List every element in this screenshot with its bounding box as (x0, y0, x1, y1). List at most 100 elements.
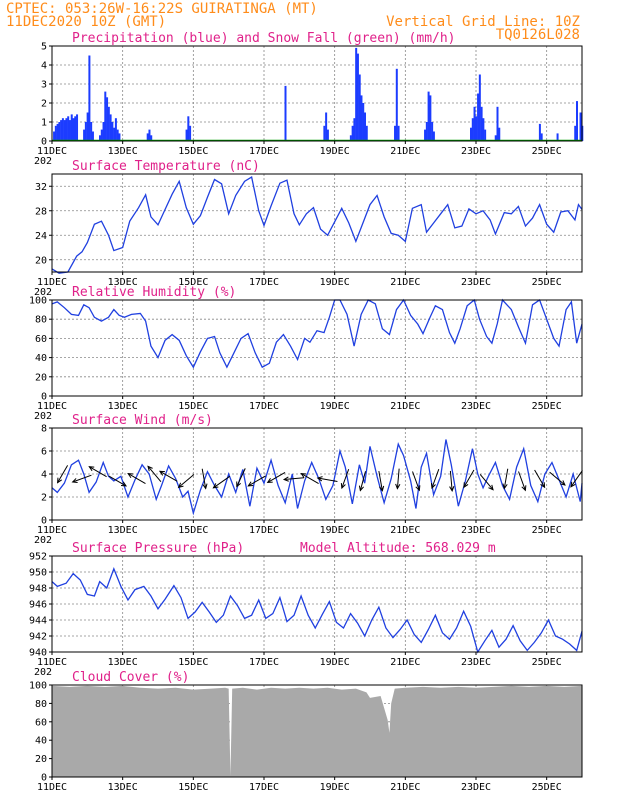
pressure-ytick-0: 940 (29, 648, 47, 659)
precip-bar-72 (498, 127, 501, 141)
precip-bar-68 (482, 118, 485, 141)
precip-bar-65 (477, 93, 480, 141)
precip-xlabel-stub: 202 (34, 156, 52, 167)
humidity-xtick-2: 15DEC (178, 401, 208, 412)
cloud-title: Cloud Cover (%) (72, 670, 189, 685)
cloud-xtick-5: 21DEC (390, 782, 420, 793)
precip-bar-58 (429, 95, 432, 141)
temperature-title: Surface Temperature (nC) (72, 159, 260, 174)
precip-bar-6 (63, 120, 66, 141)
humidity-ytick-4: 80 (35, 315, 47, 326)
precip-ytick-0: 0 (41, 137, 47, 148)
wind-arrow-25 (502, 468, 509, 490)
temperature-xtick-5: 21DEC (390, 277, 420, 288)
wind-ytick-1: 2 (41, 493, 47, 504)
precip-bar-12 (74, 116, 77, 141)
precip-bar-49 (362, 103, 365, 141)
precip-bar-69 (484, 129, 487, 141)
wind-arrow-27 (534, 469, 546, 489)
precip-bar-59 (431, 122, 434, 141)
cloud-cover-area (52, 685, 582, 777)
precip-bar-19 (91, 131, 94, 141)
wind-ytick-4: 8 (41, 424, 47, 435)
temperature-frame (51, 173, 583, 273)
precip-bar-34 (150, 135, 153, 141)
precip-bar-64 (475, 116, 478, 141)
humidity-xtick-5: 21DEC (390, 401, 420, 412)
temperature-xtick-1: 13DEC (108, 277, 138, 288)
precip-bar-7 (65, 118, 68, 141)
header-right-line1: Vertical Grid Line: 10Z (386, 14, 580, 30)
precip-xtick-6: 23DEC (461, 146, 491, 157)
header-right-line2: TQ0126L028 (496, 27, 580, 43)
precip-bar-55 (424, 129, 427, 141)
precip-bar-46 (356, 53, 359, 141)
precip-xtick-0: 11DEC (37, 146, 67, 157)
precip-bar-17 (88, 55, 91, 141)
precip-bar-50 (364, 112, 366, 141)
pressure-annotation: Model Altitude: 568.029 m (300, 541, 496, 556)
precip-bar-45 (355, 47, 358, 141)
wind-arrow-18 (378, 470, 385, 492)
precip-bar-30 (116, 129, 119, 141)
wind-ytick-3: 6 (41, 447, 47, 458)
precip-bar-60 (432, 131, 435, 141)
humidity-xtick-3: 17DEC (249, 401, 279, 412)
cloud-ytick-5: 100 (29, 681, 47, 692)
wind-arrow-8 (201, 468, 208, 490)
temperature-ytick-1: 24 (35, 231, 47, 242)
precip-bar-28 (113, 127, 116, 141)
precip-bar-31 (118, 133, 121, 141)
pressure-xtick-4: 19DEC (320, 657, 350, 668)
wind-xlabel-stub: 202 (34, 535, 52, 546)
precip-bar-29 (114, 118, 117, 141)
pressure-ytick-1: 942 (29, 632, 47, 643)
meteogram-panels: 0 1 2 3 4 5 11DEC 13DEC 15DEC 17DEC 19DEC 21DEC 23DE… (29, 31, 584, 793)
precip-bar-4 (60, 120, 63, 141)
wind-arrow-16 (340, 469, 350, 490)
precip-ytick-2: 2 (41, 99, 47, 110)
precip-bar-56 (425, 122, 428, 141)
wind-arrow-14 (300, 473, 319, 485)
wind-arrow-21 (430, 469, 440, 490)
precip-bar-53 (395, 68, 398, 141)
cloud-panel: 0 20 40 60 80 100 11DEC 13DEC 15DEC 17DEC 19DEC 21D… (29, 670, 583, 793)
wind-arrow-4 (127, 473, 146, 485)
humidity-title: Relative Humidity (%) (72, 285, 236, 300)
precip-xtick-5: 21DEC (390, 146, 420, 157)
pressure-xtick-5: 21DEC (390, 657, 420, 668)
cloud-xtick-7: 25DEC (532, 782, 562, 793)
precip-bar-66 (478, 74, 481, 141)
wind-arrow-23 (463, 469, 475, 489)
wind-arrow-17 (358, 471, 367, 492)
precip-bar-67 (480, 106, 483, 141)
precip-panel: 0 1 2 3 4 5 11DEC 13DEC 15DEC 17DEC 19DEC 21DEC 23DE… (34, 31, 584, 167)
humidity-ytick-3: 60 (35, 334, 47, 345)
wind-arrow-7 (177, 474, 195, 489)
precip-ytick-1: 1 (41, 118, 47, 129)
wind-panel: 0 2 4 6 8 11DEC 13DEC 15DEC 17DEC 19DEC 21DEC 23DEC… (34, 413, 583, 546)
temperature-xtick-0: 11DEC (37, 277, 67, 288)
precip-xtick-3: 17DEC (249, 146, 279, 157)
wind-xtick-5: 21DEC (390, 525, 420, 536)
precip-bar-22 (102, 122, 105, 141)
precip-bar-74 (540, 133, 543, 141)
precip-bar-40 (325, 112, 328, 141)
wind-arrow-22 (449, 470, 455, 493)
precip-ytick-5: 5 (41, 42, 47, 53)
humidity-xtick-1: 13DEC (108, 401, 138, 412)
precip-bar-15 (84, 122, 87, 141)
precip-bar-25 (107, 106, 110, 141)
pressure-xlabel-stub: 202 (34, 667, 52, 678)
wind-xtick-7: 25DEC (532, 525, 562, 536)
precip-bar-10 (70, 114, 73, 141)
wind-arrow-28 (549, 471, 566, 486)
wind-arrow-26 (518, 471, 527, 492)
precip-bar-18 (90, 122, 93, 141)
humidity-xtick-0: 11DEC (37, 401, 67, 412)
wind-arrow-6 (158, 470, 178, 482)
cloud-xtick-2: 15DEC (178, 782, 208, 793)
precip-bar-35 (185, 129, 188, 141)
precip-bar-77 (576, 101, 578, 141)
